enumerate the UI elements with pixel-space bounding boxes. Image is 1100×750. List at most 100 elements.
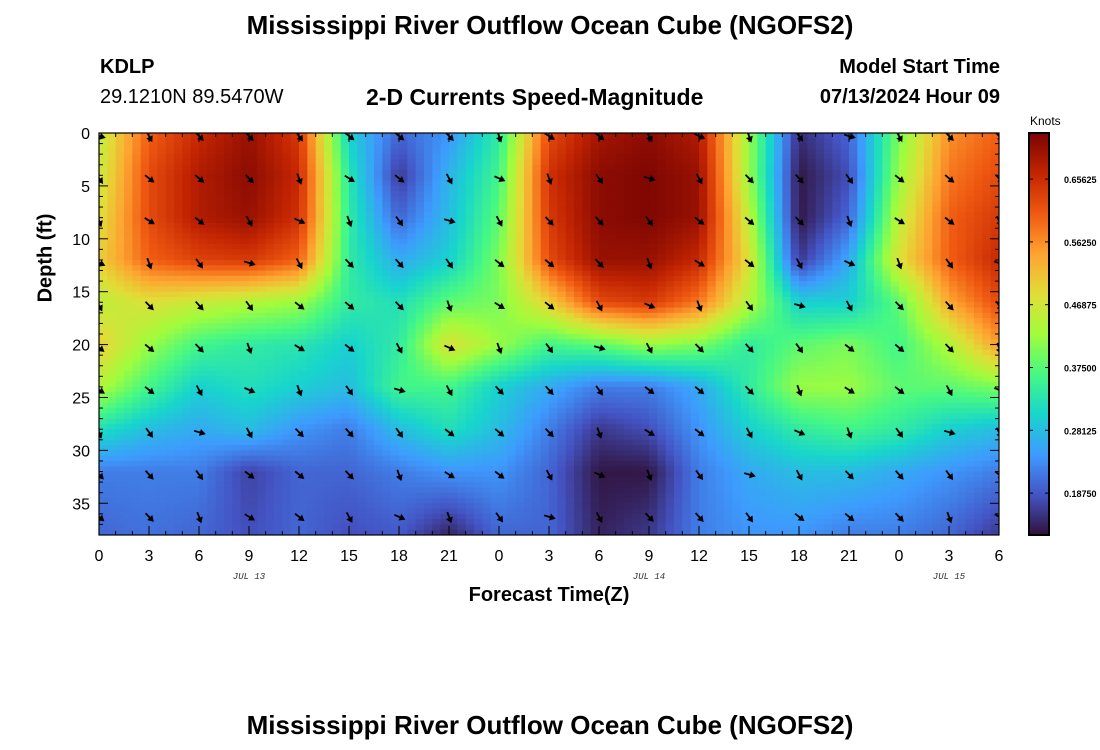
heatmap-cell xyxy=(132,259,142,266)
heatmap-cell xyxy=(790,265,800,272)
heatmap-cell xyxy=(549,180,558,187)
heatmap-cell xyxy=(574,212,583,219)
heatmap-cell xyxy=(715,259,725,266)
heatmap-cell xyxy=(165,159,175,166)
heatmap-cell xyxy=(257,185,267,192)
heatmap-cell xyxy=(932,355,942,362)
heatmap-cell xyxy=(990,355,999,362)
heatmap-cell xyxy=(157,265,167,272)
heatmap-cell xyxy=(915,307,925,314)
heatmap-cell xyxy=(607,185,617,192)
heatmap-cell xyxy=(540,344,550,351)
heatmap-cell xyxy=(124,307,133,314)
heatmap-cell xyxy=(732,307,742,314)
heatmap-cell xyxy=(915,371,925,377)
heatmap-cell xyxy=(915,265,925,272)
heatmap-cell xyxy=(982,159,992,166)
heatmap-cell xyxy=(365,138,375,145)
heatmap-cell xyxy=(524,355,533,362)
heatmap-cell xyxy=(499,254,508,261)
heatmap-cell xyxy=(624,170,633,176)
heatmap-cell xyxy=(532,275,542,282)
heatmap-cell xyxy=(599,371,608,377)
heatmap-cell xyxy=(757,154,767,161)
heatmap-cell xyxy=(699,185,708,192)
heatmap-cell xyxy=(632,302,642,309)
heatmap-cell xyxy=(782,143,792,150)
heatmap-cell xyxy=(174,201,183,208)
heatmap-cell xyxy=(732,254,742,261)
heatmap-cell xyxy=(307,217,317,224)
heatmap-cell xyxy=(974,360,983,367)
heatmap-cell xyxy=(174,318,183,325)
heatmap-cell xyxy=(890,196,900,203)
heatmap-cell xyxy=(649,291,658,298)
heatmap-cell xyxy=(432,296,442,303)
heatmap-cell xyxy=(915,334,925,340)
heatmap-cell xyxy=(590,217,600,224)
heatmap-cell xyxy=(415,207,425,213)
heatmap-cell xyxy=(290,265,300,272)
heatmap-cell xyxy=(665,281,675,287)
heatmap-cell xyxy=(349,265,358,272)
heatmap-cell xyxy=(449,296,458,303)
heatmap-cell xyxy=(799,360,808,367)
heatmap-cell xyxy=(640,339,650,346)
heatmap-cell xyxy=(315,217,325,224)
heatmap-cell xyxy=(382,254,392,261)
heatmap-cell xyxy=(507,244,517,250)
heatmap-cell xyxy=(499,296,508,303)
heatmap-cell xyxy=(140,270,150,277)
heatmap-cell xyxy=(282,159,292,166)
heatmap-cell xyxy=(940,196,950,203)
heatmap-cell xyxy=(457,355,467,362)
heatmap-cell xyxy=(432,302,442,309)
heatmap-cell xyxy=(715,133,725,139)
heatmap-cell xyxy=(824,249,833,256)
heatmap-cell xyxy=(415,365,425,372)
heatmap-cell xyxy=(890,270,900,277)
heatmap-cell xyxy=(974,191,983,198)
heatmap-cell xyxy=(299,349,308,356)
heatmap-cell xyxy=(424,339,433,346)
heatmap-cell xyxy=(290,270,300,277)
heatmap-cell xyxy=(315,133,325,139)
heatmap-cell xyxy=(382,201,392,208)
heatmap-cell xyxy=(640,365,650,372)
heatmap-cell xyxy=(974,318,983,325)
heatmap-cell xyxy=(299,170,308,176)
heatmap-cell xyxy=(382,371,392,377)
heatmap-cell xyxy=(482,191,492,198)
heatmap-cell xyxy=(849,355,858,362)
heatmap-cell xyxy=(582,164,592,171)
heatmap-cell xyxy=(874,275,883,282)
heatmap-cell xyxy=(274,148,283,155)
heatmap-cell xyxy=(565,154,575,161)
heatmap-cell xyxy=(690,148,700,155)
heatmap-cell xyxy=(707,249,717,256)
heatmap-cell xyxy=(374,323,383,330)
heatmap-cell xyxy=(449,233,458,240)
heatmap-cell xyxy=(182,328,192,335)
heatmap-cell xyxy=(549,259,558,266)
heatmap-cell xyxy=(490,159,500,166)
heatmap-cell xyxy=(390,170,400,176)
heatmap-cell xyxy=(457,281,467,287)
heatmap-cell xyxy=(132,355,142,362)
heatmap-cell xyxy=(115,270,125,277)
heatmap-cell xyxy=(557,170,567,176)
heatmap-cell xyxy=(157,164,167,171)
heatmap-cell xyxy=(365,175,375,182)
heatmap-cell xyxy=(224,376,233,383)
heatmap-cell xyxy=(440,259,450,266)
heatmap-cell xyxy=(949,254,958,261)
heatmap-cell xyxy=(540,270,550,277)
heatmap-cell xyxy=(249,159,258,166)
heatmap-cell xyxy=(590,339,600,346)
heatmap-cell xyxy=(790,291,800,298)
heatmap-cell xyxy=(690,312,700,319)
heatmap-cell xyxy=(965,154,975,161)
heatmap-cell xyxy=(565,175,575,182)
heatmap-cell xyxy=(332,154,342,161)
heatmap-cell xyxy=(990,328,999,335)
